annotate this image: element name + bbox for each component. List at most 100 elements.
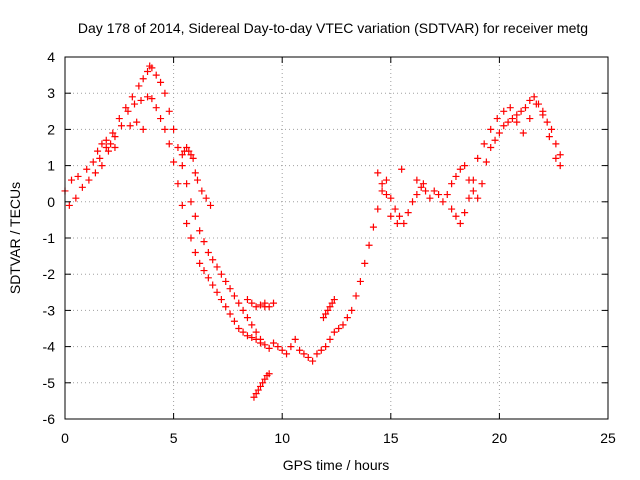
data-point <box>209 256 217 264</box>
data-point <box>248 334 256 342</box>
data-point <box>278 346 286 354</box>
data-point <box>469 187 477 195</box>
data-point <box>456 165 464 173</box>
data-point <box>439 198 447 206</box>
data-point <box>322 343 330 351</box>
data-point <box>256 339 264 347</box>
data-point <box>213 288 221 296</box>
data-point <box>500 107 508 115</box>
y-tick-label: 4 <box>47 49 55 65</box>
plot-frame <box>64 56 609 420</box>
data-point <box>317 346 325 354</box>
data-point <box>330 296 338 304</box>
x-tick-label: 10 <box>274 430 290 446</box>
data-point <box>259 379 267 387</box>
data-point <box>239 306 247 314</box>
data-point <box>243 296 251 304</box>
data-point <box>374 169 382 177</box>
data-point <box>413 191 421 199</box>
data-point <box>191 248 199 256</box>
data-point <box>226 310 234 318</box>
data-point <box>96 154 104 162</box>
data-point <box>98 140 106 148</box>
data-point <box>482 158 490 166</box>
data-point <box>552 140 560 148</box>
data-point <box>252 328 260 336</box>
y-tick-label: -4 <box>43 339 56 355</box>
data-point <box>422 187 430 195</box>
series-side-cluster <box>94 118 215 209</box>
data-point <box>122 104 130 112</box>
data-point <box>161 89 169 97</box>
data-point <box>193 176 201 184</box>
data-point <box>230 292 238 300</box>
data-point <box>261 303 269 311</box>
data-point <box>330 328 338 336</box>
series-trough-and-recovery <box>270 93 564 365</box>
data-point <box>387 212 395 220</box>
data-point <box>319 314 327 322</box>
data-point <box>74 172 82 180</box>
data-point <box>104 147 112 155</box>
data-point <box>174 144 182 151</box>
data-point <box>404 209 412 217</box>
data-point <box>217 296 225 304</box>
data-point <box>400 220 408 228</box>
data-point <box>309 357 317 365</box>
data-point <box>413 176 421 184</box>
data-point <box>222 277 230 285</box>
data-point <box>461 209 469 217</box>
data-point <box>65 201 73 209</box>
data-point <box>382 176 390 184</box>
data-point <box>102 136 110 144</box>
data-point <box>270 339 278 347</box>
data-point <box>387 194 395 202</box>
data-point <box>361 259 369 267</box>
data-point <box>226 285 234 293</box>
data-point <box>198 187 206 195</box>
data-point <box>152 104 160 112</box>
y-tick-label: 0 <box>47 194 55 210</box>
data-point <box>261 341 269 349</box>
data-point <box>78 183 86 191</box>
data-point <box>556 162 564 170</box>
data-point <box>506 104 514 112</box>
data-point <box>204 248 212 256</box>
data-point <box>124 107 132 115</box>
data-point <box>68 176 76 184</box>
data-point <box>252 335 260 343</box>
y-tick-label: -5 <box>43 375 56 391</box>
y-tick-label: -3 <box>43 302 56 318</box>
data-point <box>304 353 312 361</box>
chart-title: Day 178 of 2014, Sidereal Day-to-day VTE… <box>78 20 588 36</box>
data-point <box>356 277 364 285</box>
data-point <box>256 301 264 309</box>
data-point <box>107 140 115 148</box>
series-upper-branch <box>61 62 273 352</box>
data-point <box>165 140 173 148</box>
data-point <box>517 107 525 115</box>
data-point <box>252 390 260 398</box>
data-point <box>491 136 499 144</box>
y-tick-label: -6 <box>43 411 56 427</box>
data-point <box>521 104 529 112</box>
data-point <box>343 314 351 322</box>
data-point <box>222 303 230 311</box>
data-point <box>209 281 217 289</box>
data-point <box>326 335 334 343</box>
data-point <box>217 270 225 278</box>
data-point <box>144 93 152 101</box>
data-point <box>296 346 304 354</box>
data-point <box>137 96 145 104</box>
data-point <box>213 263 221 271</box>
data-point <box>352 292 360 300</box>
data-point <box>324 306 332 314</box>
data-point <box>469 176 477 184</box>
data-point <box>148 95 156 103</box>
data-point <box>204 274 212 282</box>
data-point <box>548 125 556 133</box>
data-point <box>196 227 204 235</box>
data-point <box>265 370 273 378</box>
data-point <box>85 176 93 184</box>
y-tick-label: 3 <box>47 85 55 101</box>
